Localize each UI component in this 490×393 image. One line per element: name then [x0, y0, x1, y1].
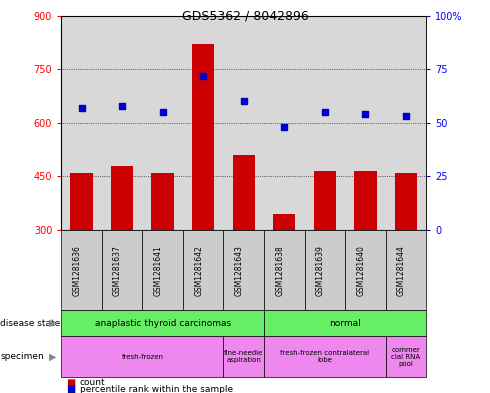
Point: [118, 103, 126, 109]
Bar: [395, 173, 417, 230]
Bar: [111, 165, 133, 230]
Text: GDS5362 / 8042896: GDS5362 / 8042896: [182, 10, 308, 23]
Text: ■: ■: [66, 384, 75, 393]
Point: [402, 113, 410, 119]
Bar: [354, 171, 377, 230]
Bar: [151, 173, 174, 230]
Text: disease state: disease state: [0, 319, 61, 328]
Text: normal: normal: [329, 319, 361, 328]
Text: GSM1281643: GSM1281643: [235, 245, 244, 296]
Text: GSM1281642: GSM1281642: [194, 245, 203, 296]
Point: [321, 109, 329, 115]
Bar: [314, 171, 336, 230]
Text: fresh-frozen contralateral
lobe: fresh-frozen contralateral lobe: [280, 350, 369, 363]
Text: GSM1281644: GSM1281644: [397, 245, 406, 296]
Text: GSM1281641: GSM1281641: [154, 245, 163, 296]
Bar: [233, 155, 255, 230]
Text: GSM1281640: GSM1281640: [356, 245, 366, 296]
Point: [199, 73, 207, 79]
Bar: [192, 44, 214, 230]
Text: count: count: [80, 378, 105, 387]
Text: commer
cial RNA
pool: commer cial RNA pool: [392, 347, 420, 367]
Text: ▶: ▶: [49, 352, 56, 362]
Point: [362, 111, 369, 118]
Bar: [71, 173, 93, 230]
Text: GSM1281637: GSM1281637: [113, 245, 122, 296]
Text: GSM1281639: GSM1281639: [316, 245, 325, 296]
Bar: [273, 214, 295, 230]
Text: GSM1281638: GSM1281638: [275, 245, 284, 296]
Point: [240, 98, 247, 105]
Text: ■: ■: [66, 378, 75, 388]
Point: [159, 109, 167, 115]
Point: [77, 105, 85, 111]
Text: specimen: specimen: [0, 352, 44, 361]
Text: fine-needle
aspiration: fine-needle aspiration: [224, 350, 264, 363]
Text: ▶: ▶: [49, 318, 56, 328]
Text: fresh-frozen: fresh-frozen: [122, 354, 163, 360]
Text: GSM1281636: GSM1281636: [73, 245, 81, 296]
Point: [280, 124, 288, 130]
Text: anaplastic thyroid carcinomas: anaplastic thyroid carcinomas: [95, 319, 231, 328]
Text: percentile rank within the sample: percentile rank within the sample: [80, 385, 233, 393]
